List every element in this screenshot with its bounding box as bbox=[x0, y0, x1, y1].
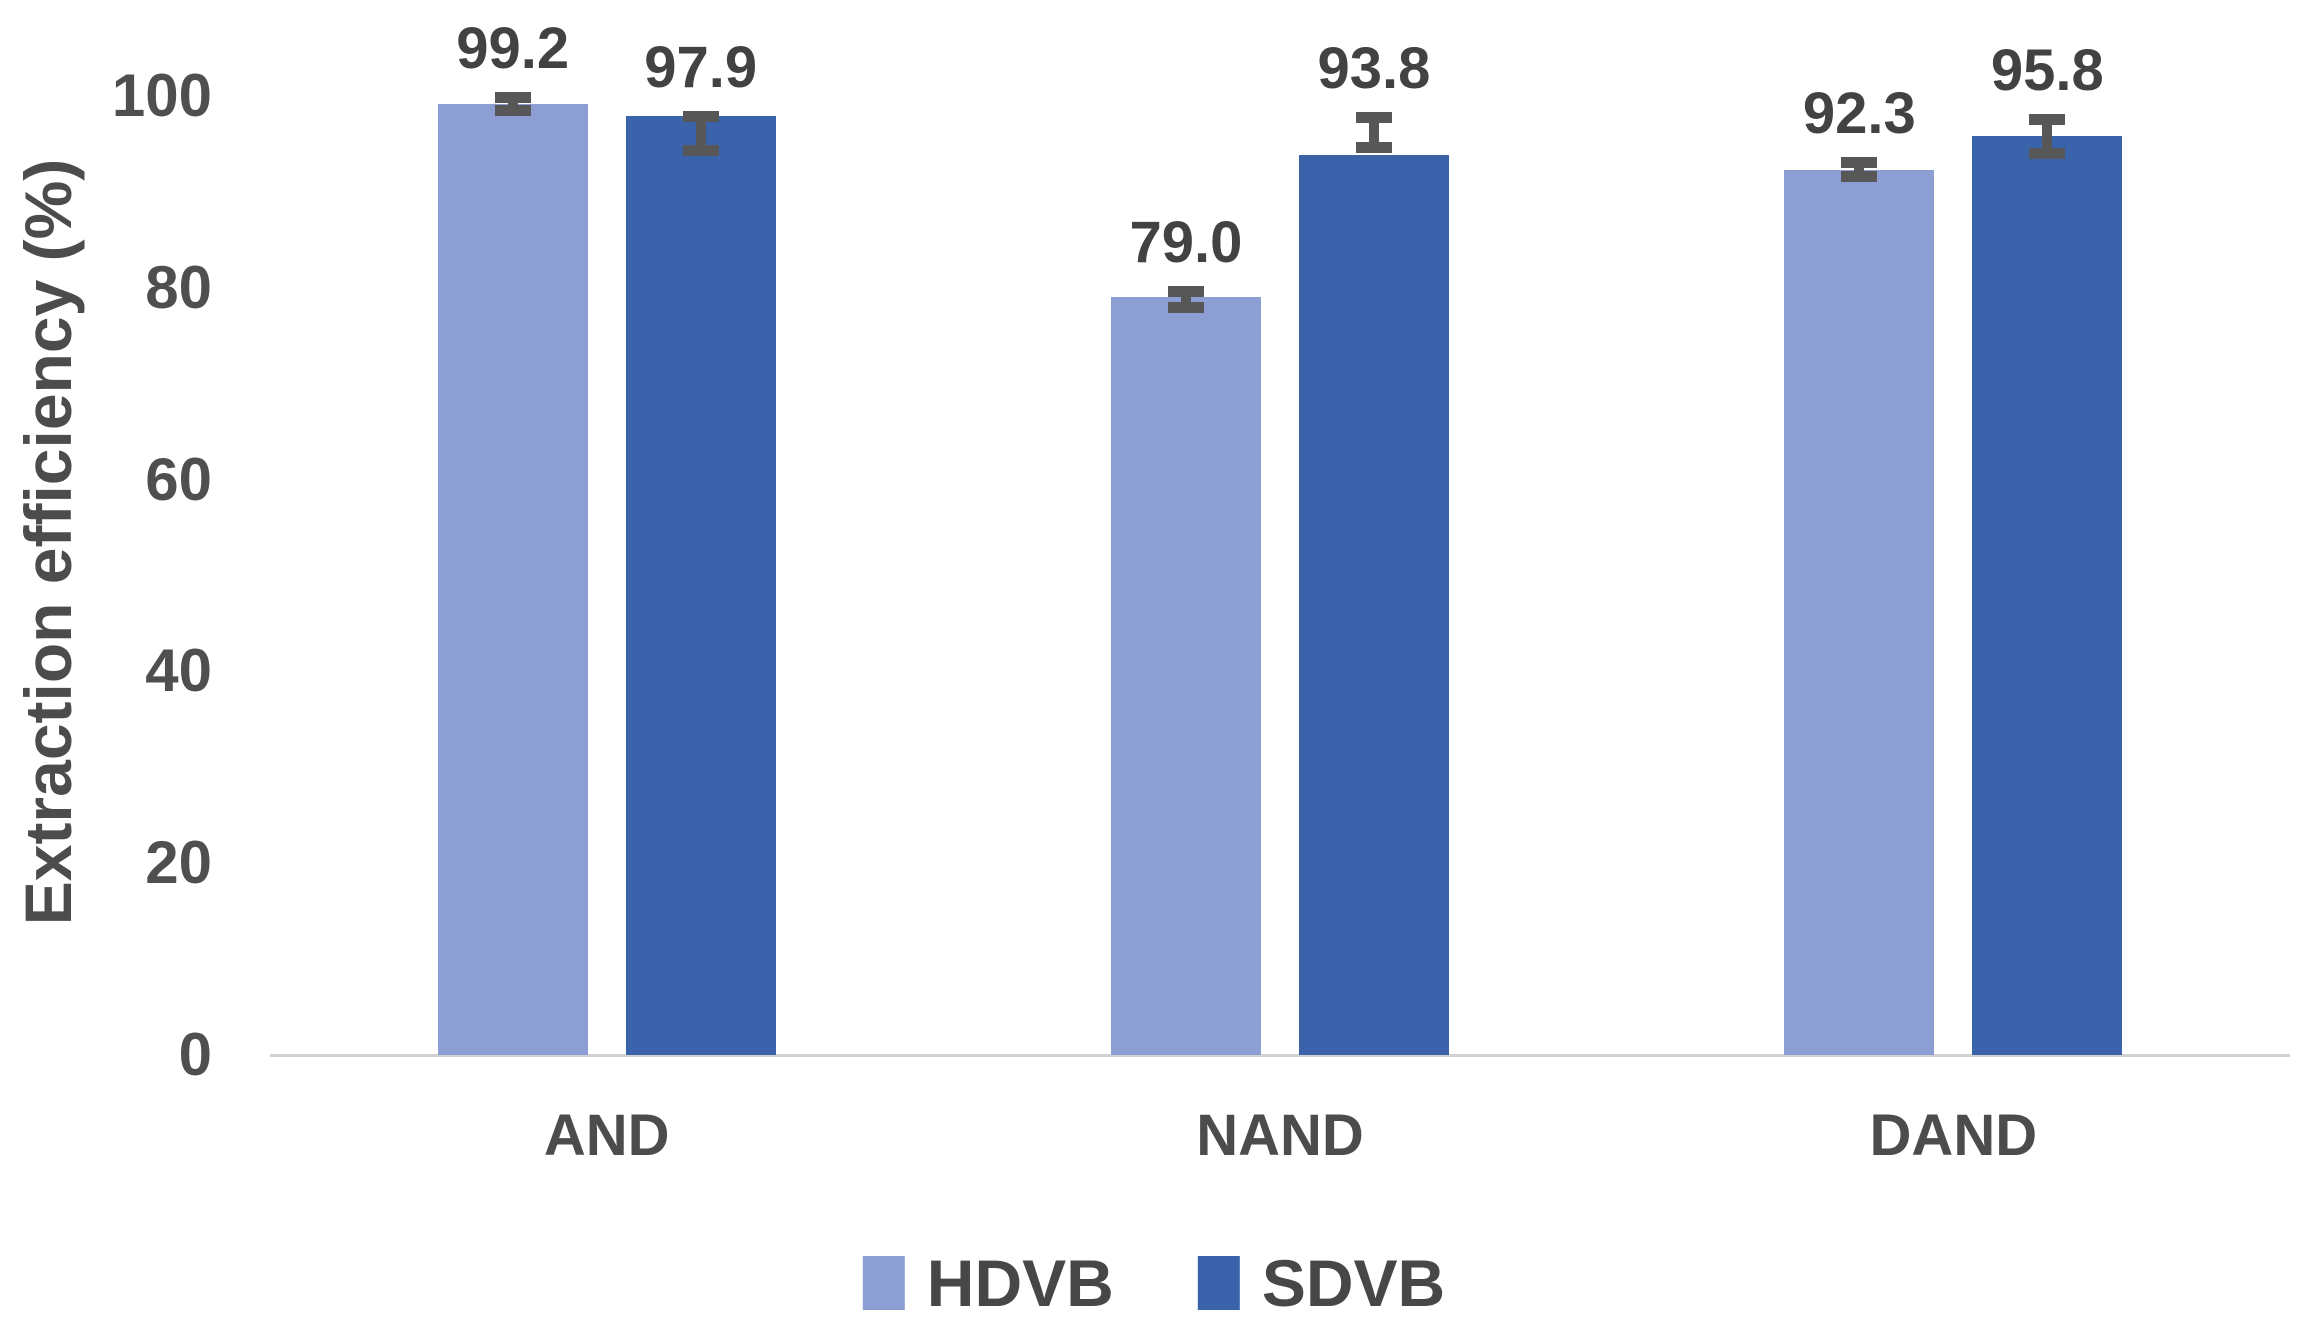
error-bar-line-sdvb-nand bbox=[1369, 112, 1379, 154]
ytick-80: 80 bbox=[145, 253, 212, 321]
error-bar-top-cap-sdvb-nand bbox=[1356, 112, 1392, 124]
error-bar-bottom-cap-sdvb-nand bbox=[1356, 142, 1392, 154]
category-label-and: AND bbox=[543, 1103, 670, 1168]
legend-item-sdvb: SDVB bbox=[1197, 1246, 1446, 1320]
error-bar-top-cap-sdvb-and bbox=[682, 111, 719, 123]
error-bar-bottom-cap-sdvb-dand bbox=[2029, 148, 2066, 160]
legend-label-sdvb: SDVB bbox=[1261, 1246, 1446, 1320]
ytick-40: 40 bbox=[145, 637, 212, 705]
error-bar-line-sdvb-and bbox=[695, 111, 706, 157]
bar-hdvb-dand bbox=[1784, 169, 1935, 1055]
data-label-sdvb-nand: 93.8 bbox=[1317, 36, 1431, 102]
data-label-sdvb-and: 97.9 bbox=[644, 35, 758, 101]
legend-swatch-hdvb bbox=[862, 1256, 905, 1310]
bar-sdvb-and bbox=[625, 116, 776, 1055]
bar-sdvb-nand bbox=[1299, 155, 1449, 1055]
legend: HDVB SDVB bbox=[862, 1246, 1446, 1320]
error-bar-top-cap-hdvb-and bbox=[494, 92, 531, 104]
data-label-hdvb-dand: 92.3 bbox=[1802, 81, 1916, 147]
error-bar-line-sdvb-dand bbox=[2042, 114, 2053, 160]
ytick-100: 100 bbox=[111, 61, 212, 129]
ytick-60: 60 bbox=[145, 445, 212, 513]
legend-label-hdvb: HDVB bbox=[926, 1246, 1114, 1320]
bar-sdvb-dand bbox=[1972, 136, 2123, 1055]
error-bar-line-hdvb-dand bbox=[1854, 157, 1865, 183]
ytick-0: 0 bbox=[178, 1021, 212, 1088]
error-bar-bottom-cap-hdvb-dand bbox=[1841, 171, 1878, 183]
error-bar-bottom-cap-sdvb-and bbox=[682, 145, 719, 157]
data-label-hdvb-nand: 79.0 bbox=[1129, 209, 1243, 275]
x-axis-line bbox=[270, 1054, 2290, 1057]
bar-hdvb-nand bbox=[1111, 297, 1261, 1055]
legend-swatch-sdvb bbox=[1197, 1256, 1240, 1310]
data-label-sdvb-dand: 95.8 bbox=[1990, 38, 2104, 104]
ytick-20: 20 bbox=[145, 829, 212, 897]
data-label-hdvb-and: 99.2 bbox=[456, 16, 570, 82]
legend-item-hdvb: HDVB bbox=[862, 1246, 1114, 1320]
bar-hdvb-and bbox=[437, 103, 588, 1055]
category-label-dand: DAND bbox=[1869, 1103, 2038, 1168]
error-bar-line-hdvb-nand bbox=[1181, 285, 1191, 313]
error-bar-line-hdvb-and bbox=[507, 92, 518, 117]
error-bar-top-cap-sdvb-dand bbox=[2029, 114, 2066, 126]
error-bar-top-cap-hdvb-dand bbox=[1841, 157, 1878, 169]
category-label-nand: NAND bbox=[1196, 1103, 1364, 1168]
error-bar-bottom-cap-hdvb-and bbox=[494, 105, 531, 117]
error-bar-top-cap-hdvb-nand bbox=[1168, 285, 1204, 297]
error-bar-bottom-cap-hdvb-nand bbox=[1168, 301, 1204, 313]
